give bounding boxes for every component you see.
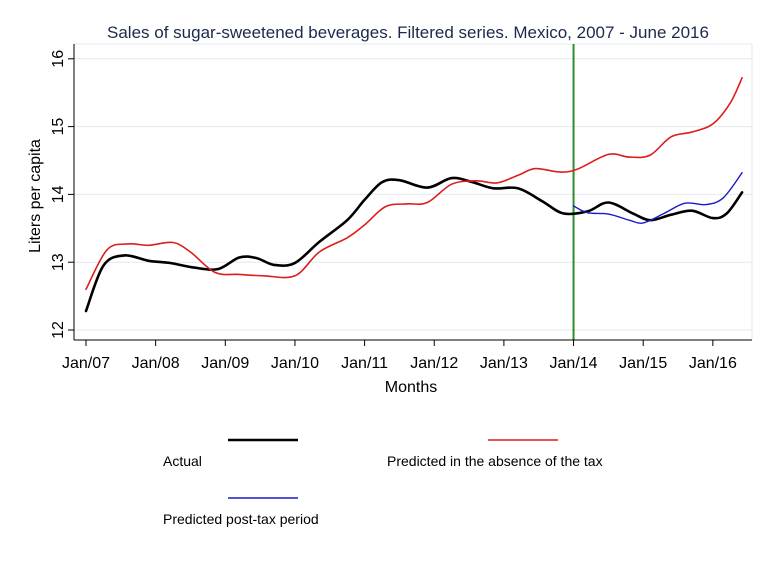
x-tick-label: Jan/08 [132, 355, 180, 372]
series-line-predicted-post-tax [572, 172, 743, 224]
x-tick-label: Jan/11 [341, 355, 388, 372]
series-layer [84, 44, 744, 340]
y-tick-label: 14 [50, 185, 67, 203]
y-tick-label: 13 [50, 253, 67, 271]
legend: Actual Predicted in the absence of the ta… [163, 438, 603, 527]
x-tick-label: Jan/14 [550, 355, 598, 372]
y-tick-label: 12 [50, 321, 67, 339]
chart-title: Sales of sugar-sweetened beverages. Filt… [107, 23, 709, 42]
axes: 12 13 14 15 16 Jan/07 Jan/08 Jan/09 Jan/10 Jan/11… [50, 44, 752, 372]
x-tick-label: Jan/07 [62, 355, 110, 372]
series-line-actual [84, 176, 744, 313]
legend-label-predicted-no-tax: Predicted in the absence of the tax [387, 453, 603, 469]
y-tick-label: 16 [50, 50, 67, 68]
x-tick-label: Jan/12 [410, 355, 458, 372]
x-axis-title: Months [385, 379, 437, 396]
x-tick-label: Jan/16 [689, 355, 737, 372]
x-tick-label: Jan/10 [271, 355, 319, 372]
series-line-predicted-no-tax [85, 77, 743, 291]
x-tick-label: Jan/13 [480, 355, 528, 372]
y-tick-label: 15 [50, 118, 67, 136]
x-tick-label: Jan/09 [201, 355, 249, 372]
legend-label-actual: Actual [163, 453, 202, 469]
x-tick-label: Jan/15 [619, 355, 667, 372]
legend-label-predicted-post-tax: Predicted post-tax period [163, 511, 319, 527]
y-axis-title: Liters per capita [27, 139, 44, 253]
